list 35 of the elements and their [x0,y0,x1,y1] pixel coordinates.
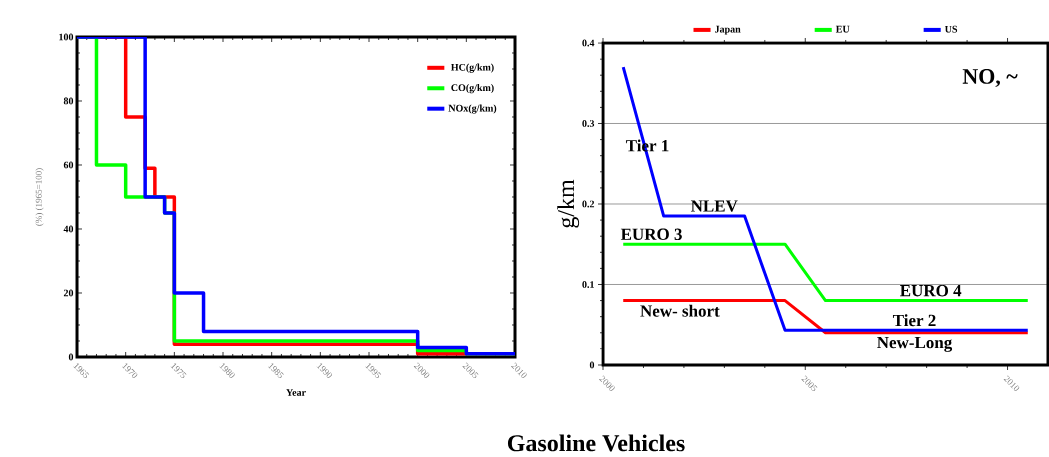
annotation: EURO 4 [900,284,962,297]
x-tick-label: 1980 [219,363,235,378]
legend-label: Japan [715,25,741,35]
y-tick-label: 40 [63,225,74,233]
x-tick-label: 1995 [365,363,382,379]
y-tick-label: 0 [68,353,74,361]
legend-label: HC(g/km) [451,63,494,73]
y-tick-label: 0.4 [582,39,595,47]
x-tick-label: 1985 [267,363,284,379]
y-tick-label: 0.1 [582,281,594,288]
y-axis-title: g/km [557,179,580,228]
x-axis-title: Year [286,389,306,396]
x-tick-label: 1970 [122,363,138,378]
legend-label: CO(g/km) [451,84,494,94]
legend-label: US [944,25,958,33]
y-tick-label: 0 [589,361,595,369]
text: Gasoline Vehicles [507,434,685,452]
annotation: EURO 3 [620,228,682,241]
y-tick-label: 0.2 [582,200,595,208]
y-tick-label: 80 [63,97,74,105]
x-tick-label: 1965 [73,363,90,379]
y-tick-label: 60 [63,161,74,169]
legend-label: EU [835,25,850,33]
y-tick-label: 100 [59,33,74,41]
annotation: NO, ~ [962,69,1018,88]
x-tick-label: 1990 [316,363,332,378]
x-tick-label: 1975 [170,363,187,379]
annotation: New-Long [877,336,953,352]
annotation: NLEV [690,200,738,212]
y-tick-label: 0.3 [582,120,595,127]
annotation: Tier 2 [892,314,936,327]
y-axis-title: (%) (1965=100) [35,168,44,226]
annotation: New- short [640,304,720,317]
y-tick-label: 20 [63,289,74,297]
legend-label: NOx(g/km) [448,104,497,114]
